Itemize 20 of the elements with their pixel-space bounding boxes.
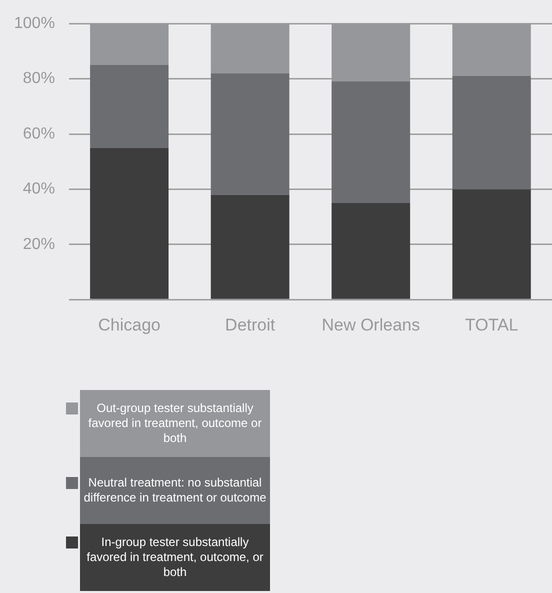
bar	[90, 148, 169, 299]
x-tick-label: New Orleans	[322, 315, 420, 334]
legend-label: In-group tester substantially favored in treatment, outcome, or both	[86, 534, 264, 579]
x-tick-label: Detroit	[225, 315, 276, 334]
bar	[210, 73, 290, 195]
y-tick-label: 60%	[22, 125, 55, 142]
bar	[452, 189, 531, 299]
bar	[332, 82, 410, 203]
legend-label: Neutral treatment: no substantial difference in treatment or outcome	[84, 475, 267, 504]
bar	[90, 65, 169, 148]
y-tick-label: 100%	[14, 15, 55, 32]
legend-label: Out-group tester substantially favored in treatment, outcome or both	[88, 400, 262, 445]
x-tick-label: TOTAL	[465, 315, 518, 334]
bar	[452, 76, 531, 190]
bar	[210, 194, 290, 299]
y-tick-label: 40%	[22, 180, 55, 198]
bar	[332, 203, 410, 299]
y-tick-label: 20%	[22, 236, 55, 253]
x-tick-label: Chicago	[98, 315, 160, 334]
y-tick-label: 80%	[22, 70, 55, 88]
